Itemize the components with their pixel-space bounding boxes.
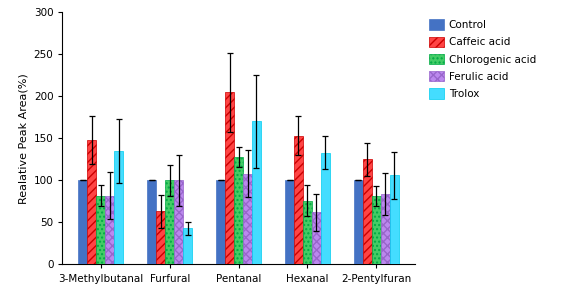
Bar — [105, 195, 114, 264]
Bar — [390, 175, 399, 264]
Bar — [363, 159, 372, 264]
Bar — [234, 157, 243, 264]
Bar — [156, 212, 165, 264]
Bar — [147, 180, 156, 264]
Bar — [381, 194, 390, 264]
Y-axis label: Realative Peak Area(%): Realative Peak Area(%) — [18, 73, 28, 204]
Bar — [114, 151, 123, 264]
Legend: Control, Caffeic acid, Chlorogenic acid, Ferulic acid, Trolox: Control, Caffeic acid, Chlorogenic acid,… — [427, 17, 538, 101]
Bar — [174, 180, 183, 264]
Bar — [87, 140, 97, 264]
Bar — [183, 228, 192, 264]
Bar — [243, 174, 252, 264]
Bar — [97, 195, 105, 264]
Bar — [78, 180, 87, 264]
Bar — [165, 180, 174, 264]
Bar — [312, 212, 321, 264]
Bar — [285, 180, 294, 264]
Bar — [294, 136, 303, 264]
Bar — [303, 201, 312, 264]
Bar — [252, 122, 261, 264]
Bar — [372, 196, 381, 264]
Bar — [216, 180, 225, 264]
Bar — [225, 92, 234, 264]
Bar — [321, 153, 330, 264]
Bar — [354, 180, 363, 264]
